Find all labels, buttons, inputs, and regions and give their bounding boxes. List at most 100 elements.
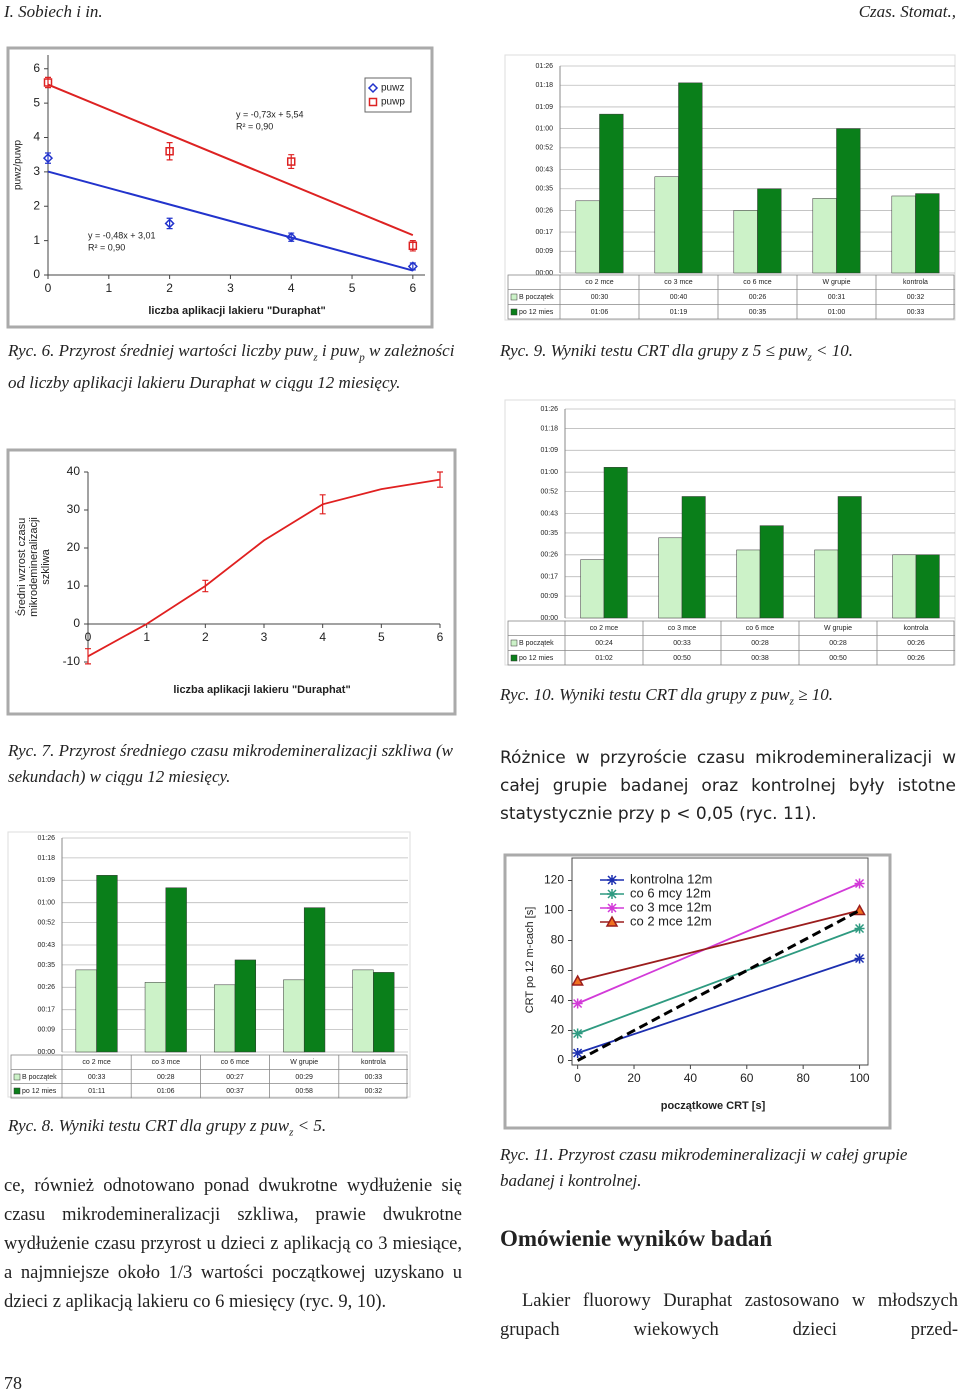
y-tick-label: 01:09 <box>540 447 558 454</box>
y-tick-label: 00:00 <box>535 270 553 277</box>
legend-swatch <box>510 654 518 662</box>
table-value: 00:24 <box>595 640 613 647</box>
trendline <box>47 170 414 272</box>
data-table <box>10 1054 408 1099</box>
y-tick-label: 00:09 <box>37 1026 55 1033</box>
x-axis-label: liczba aplikacji lakieru "Duraphat" <box>148 305 325 317</box>
y-axis-label: mikrodemineralizacji <box>28 517 40 617</box>
marker <box>607 889 617 899</box>
bar <box>144 982 167 1053</box>
bar <box>373 972 395 1053</box>
subscript: z <box>313 351 318 364</box>
marker <box>605 915 619 927</box>
running-head: I. Sobiech i in. <box>4 2 103 21</box>
trendline-r2: R² = 0,90 <box>236 121 273 131</box>
bar <box>213 984 236 1053</box>
y-tick-label: 00:52 <box>535 145 553 152</box>
category-label: co 3 mce <box>664 279 693 286</box>
marker <box>572 1048 583 1058</box>
table-value: 00:50 <box>829 655 847 662</box>
category-label: co 2 mce <box>82 1059 111 1066</box>
series-line <box>577 957 860 1054</box>
bar <box>733 210 758 274</box>
y-tick-label: 20 <box>551 1023 565 1037</box>
x-tick-label: 20 <box>627 1071 641 1085</box>
x-tick-label: 5 <box>349 281 356 295</box>
y-tick-label: 01:18 <box>535 82 553 89</box>
caption-text: Ryc. 11. Przyrost czasu mikrodemineraliz… <box>500 1145 908 1190</box>
y-tick-label: 01:18 <box>540 425 558 432</box>
table-value: 00:31 <box>828 294 846 301</box>
error-bar <box>288 154 295 170</box>
x-tick-label: 2 <box>202 630 209 644</box>
caption-text: Ryc. 10. Wyniki testu CRT dla grupy z pu… <box>500 685 790 704</box>
figure-frame <box>504 399 956 666</box>
y-tick-label: 00:26 <box>540 552 558 559</box>
marker <box>165 147 174 156</box>
bar <box>915 554 940 619</box>
table-value: 01:11 <box>88 1088 105 1095</box>
bar <box>814 549 839 619</box>
caption-text: w zależności od liczby aplikacji lakieru… <box>8 341 455 393</box>
x-axis-label: początkowe CRT [s] <box>661 1100 766 1112</box>
bar <box>759 525 784 619</box>
marker <box>367 82 379 94</box>
marker <box>854 878 865 889</box>
subscript: z <box>789 695 794 708</box>
table-value: 00:37 <box>226 1088 244 1095</box>
series-line <box>576 909 861 1062</box>
x-tick-label: 2 <box>166 281 173 295</box>
marker <box>42 153 54 164</box>
legend-label: B początek <box>519 294 554 301</box>
legend-swatch <box>510 639 518 647</box>
y-tick-label: 01:00 <box>37 900 55 907</box>
y-tick-label: 00:09 <box>535 248 553 255</box>
x-tick-label: 3 <box>227 281 234 295</box>
caption: Ryc. 7. Przyrost średniego czasu mikrode… <box>8 738 470 790</box>
marker <box>286 232 297 243</box>
table-value: 00:27 <box>226 1074 244 1081</box>
x-tick-label: 80 <box>796 1071 810 1085</box>
y-tick-label: 00:52 <box>37 919 55 926</box>
legend-swatch <box>13 1087 21 1095</box>
series-line <box>577 882 860 1005</box>
bar <box>654 176 679 274</box>
legend-label: co 6 mcy 12m <box>630 885 711 900</box>
bar <box>892 554 917 619</box>
marker <box>572 998 583 1009</box>
y-tick-label: 0 <box>73 616 80 630</box>
x-tick-label: 5 <box>378 630 385 644</box>
x-tick-label: 1 <box>143 630 150 644</box>
category-label: co 6 mce <box>221 1059 250 1066</box>
legend-swatch <box>510 308 518 316</box>
y-tick-label: 10 <box>67 578 81 592</box>
legend-label: po 12 mies <box>22 1088 57 1095</box>
error-bar <box>202 579 209 593</box>
y-tick-label: 00:43 <box>535 166 553 173</box>
caption: Ryc. 8. Wyniki testu CRT dla grupy z puw… <box>8 1113 463 1145</box>
y-tick-label: 6 <box>33 61 40 75</box>
caption: Ryc. 6. Przyrost średniej wartości liczb… <box>8 338 463 396</box>
legend-label: B początek <box>22 1074 57 1081</box>
table-value: 00:26 <box>907 655 925 662</box>
table-value: 00:33 <box>365 1074 383 1081</box>
y-tick-label: 01:09 <box>535 104 553 111</box>
y-tick-label: 00:17 <box>535 229 553 236</box>
error-bar <box>85 648 91 665</box>
bar <box>165 887 187 1053</box>
category-label: co 6 mce <box>743 279 772 286</box>
table-value: 01:02 <box>595 655 613 662</box>
y-tick-label: 01:26 <box>37 835 55 842</box>
y-tick-label: 40 <box>551 993 565 1007</box>
bar <box>599 113 624 274</box>
x-tick-label: 0 <box>45 281 52 295</box>
legend-swatch <box>510 293 518 301</box>
section-heading: Omówienie wyników badań <box>500 1226 773 1251</box>
caption-text: Ryc. 8. Wyniki testu CRT dla grupy z puw <box>8 1116 290 1135</box>
subscript: p <box>359 351 365 364</box>
caption-text: Ryc. 6. Przyrost średniej wartości liczb… <box>8 341 314 360</box>
y-tick-label: 00:43 <box>540 510 558 517</box>
series-line <box>577 909 860 982</box>
y-tick-label: -10 <box>63 654 81 668</box>
